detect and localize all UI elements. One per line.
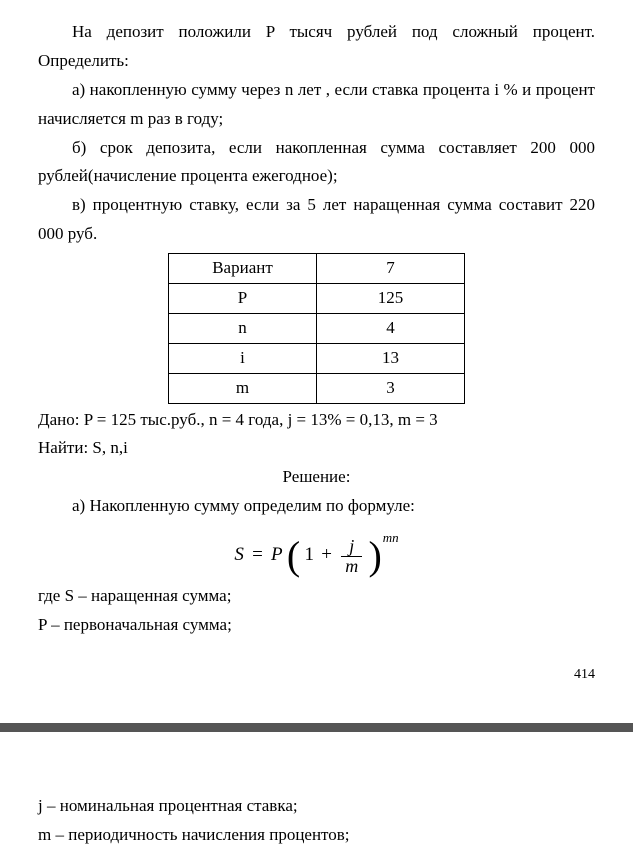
table-row: m 3 [169,373,465,403]
given-line: Дано: P = 125 тыс.руб., n = 4 года, j = … [38,406,595,435]
intro-text: На депозит положили P тысяч рублей под с… [38,18,595,76]
formula-compound-interest: S = P ( 1 + j m )mn [38,527,595,575]
find-line: Найти: S, n,i [38,434,595,463]
page-separator [0,705,633,750]
table-cell: 7 [317,254,465,284]
formula-P: P [271,544,283,565]
page-number: 414 [0,649,633,705]
legend-s: где S – наращенная сумма; [38,582,595,611]
table-cell: 4 [317,313,465,343]
formula-eq: = [252,544,263,565]
formula-fraction: j m [341,537,362,576]
fraction-den: m [341,557,362,576]
table-cell: 3 [317,373,465,403]
legend-p: P – первоначальная сумма; [38,611,595,640]
table-row: Вариант 7 [169,254,465,284]
table-cell: n [169,313,317,343]
table-row: P 125 [169,284,465,314]
legend-m: m – периодичность начисления процентов; [38,821,595,850]
sol-a-intro: а) Накопленную сумму определим по формул… [38,492,595,521]
variant-table: Вариант 7 P 125 n 4 i 13 m 3 [38,253,595,403]
formula-one: 1 [304,544,314,565]
table-cell: i [169,343,317,373]
solution-heading: Решение: [38,463,595,492]
table-row: n 4 [169,313,465,343]
item-b: б) срок депозита, если накопленная сумма… [38,134,595,192]
table-cell: m [169,373,317,403]
right-paren: ) [368,533,381,578]
fraction-num: j [341,537,362,557]
table-cell: P [169,284,317,314]
item-a: а) накопленную сумму через n лет , если … [38,76,595,134]
table-cell: 125 [317,284,465,314]
item-c: в) процентную ставку, если за 5 лет нара… [38,191,595,249]
left-paren: ( [287,533,300,578]
table-cell: 13 [317,343,465,373]
legend-j: j – номинальная процентная ставка; [38,792,595,821]
table-row: i 13 [169,343,465,373]
formula-exp: mn [383,530,399,545]
table-cell: Вариант [169,254,317,284]
formula-plus: + [321,544,332,565]
formula-lhs: S [234,544,244,565]
